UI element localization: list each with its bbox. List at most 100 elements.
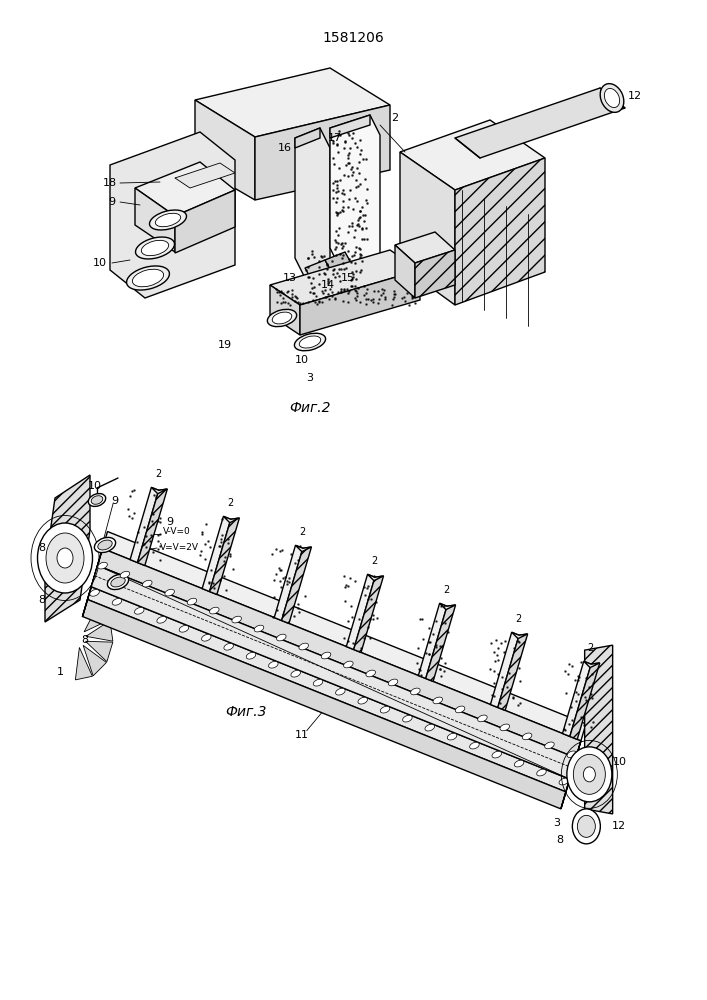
Polygon shape — [281, 547, 312, 623]
Ellipse shape — [478, 715, 487, 722]
Polygon shape — [91, 566, 576, 779]
Polygon shape — [426, 605, 455, 681]
Ellipse shape — [559, 778, 568, 785]
Text: 1581206: 1581206 — [322, 31, 384, 45]
Polygon shape — [305, 260, 335, 286]
Ellipse shape — [57, 548, 73, 568]
Text: 10: 10 — [295, 355, 309, 365]
Ellipse shape — [88, 494, 106, 506]
Polygon shape — [83, 548, 103, 616]
Polygon shape — [295, 128, 320, 148]
Ellipse shape — [267, 309, 297, 327]
Polygon shape — [346, 574, 375, 650]
Ellipse shape — [134, 607, 144, 614]
Ellipse shape — [37, 523, 93, 593]
Ellipse shape — [448, 733, 457, 740]
Polygon shape — [151, 487, 168, 494]
Ellipse shape — [583, 767, 595, 782]
Text: 8: 8 — [38, 543, 45, 553]
Ellipse shape — [344, 661, 353, 668]
Ellipse shape — [469, 742, 479, 749]
Text: 3: 3 — [307, 373, 313, 383]
Polygon shape — [270, 285, 300, 335]
Text: 10: 10 — [612, 757, 626, 767]
Text: 19: 19 — [218, 340, 232, 350]
Text: Фиг.2: Фиг.2 — [289, 401, 331, 415]
Polygon shape — [354, 576, 383, 652]
Ellipse shape — [604, 88, 619, 108]
Polygon shape — [491, 632, 519, 707]
Ellipse shape — [500, 724, 510, 731]
Ellipse shape — [91, 496, 103, 504]
Ellipse shape — [149, 210, 187, 230]
Polygon shape — [585, 645, 613, 814]
Ellipse shape — [299, 336, 321, 348]
Text: 2: 2 — [299, 527, 305, 537]
Ellipse shape — [269, 661, 278, 668]
Ellipse shape — [321, 652, 331, 659]
Polygon shape — [498, 634, 527, 710]
Polygon shape — [274, 545, 303, 621]
Polygon shape — [175, 190, 235, 253]
Polygon shape — [295, 128, 330, 278]
Text: 15: 15 — [341, 273, 355, 283]
Ellipse shape — [522, 733, 532, 740]
Polygon shape — [135, 188, 175, 252]
Polygon shape — [110, 132, 235, 298]
Ellipse shape — [336, 688, 345, 695]
Ellipse shape — [120, 571, 129, 578]
Text: 8: 8 — [556, 835, 563, 845]
Ellipse shape — [567, 751, 577, 758]
Text: 2: 2 — [227, 498, 233, 508]
Ellipse shape — [573, 754, 605, 794]
Polygon shape — [440, 603, 455, 610]
Polygon shape — [584, 661, 600, 668]
Polygon shape — [130, 487, 158, 563]
Text: 16: 16 — [278, 143, 292, 153]
Polygon shape — [45, 475, 90, 622]
Ellipse shape — [98, 540, 112, 550]
Polygon shape — [455, 88, 625, 158]
Ellipse shape — [291, 670, 300, 677]
Ellipse shape — [157, 616, 166, 623]
Ellipse shape — [127, 266, 170, 290]
Text: 2: 2 — [443, 585, 450, 595]
Ellipse shape — [276, 634, 286, 641]
Text: 9: 9 — [112, 496, 119, 506]
Polygon shape — [137, 489, 168, 566]
Polygon shape — [325, 252, 355, 278]
Ellipse shape — [179, 625, 189, 632]
Ellipse shape — [95, 537, 116, 553]
Text: 2: 2 — [515, 614, 522, 624]
Polygon shape — [400, 152, 455, 305]
Text: 2: 2 — [588, 643, 594, 653]
Text: 1: 1 — [57, 667, 64, 677]
Ellipse shape — [136, 237, 175, 259]
Ellipse shape — [433, 697, 443, 704]
Polygon shape — [84, 604, 110, 632]
Ellipse shape — [388, 679, 398, 686]
Polygon shape — [209, 518, 240, 595]
Polygon shape — [223, 516, 240, 523]
Ellipse shape — [46, 533, 84, 583]
Polygon shape — [83, 645, 107, 676]
Ellipse shape — [246, 652, 256, 659]
Polygon shape — [195, 100, 255, 200]
Polygon shape — [86, 621, 113, 641]
Ellipse shape — [98, 562, 107, 569]
Ellipse shape — [537, 769, 547, 776]
Ellipse shape — [366, 670, 375, 677]
Ellipse shape — [156, 213, 181, 227]
Polygon shape — [512, 632, 527, 639]
Ellipse shape — [492, 751, 501, 758]
Ellipse shape — [313, 679, 323, 686]
Ellipse shape — [107, 574, 129, 590]
Ellipse shape — [455, 706, 465, 713]
Ellipse shape — [299, 643, 308, 650]
Polygon shape — [98, 548, 581, 758]
Text: 10: 10 — [88, 481, 102, 491]
Text: 8: 8 — [81, 635, 88, 645]
Polygon shape — [202, 516, 230, 592]
Text: 8: 8 — [38, 595, 45, 605]
Polygon shape — [83, 599, 566, 809]
